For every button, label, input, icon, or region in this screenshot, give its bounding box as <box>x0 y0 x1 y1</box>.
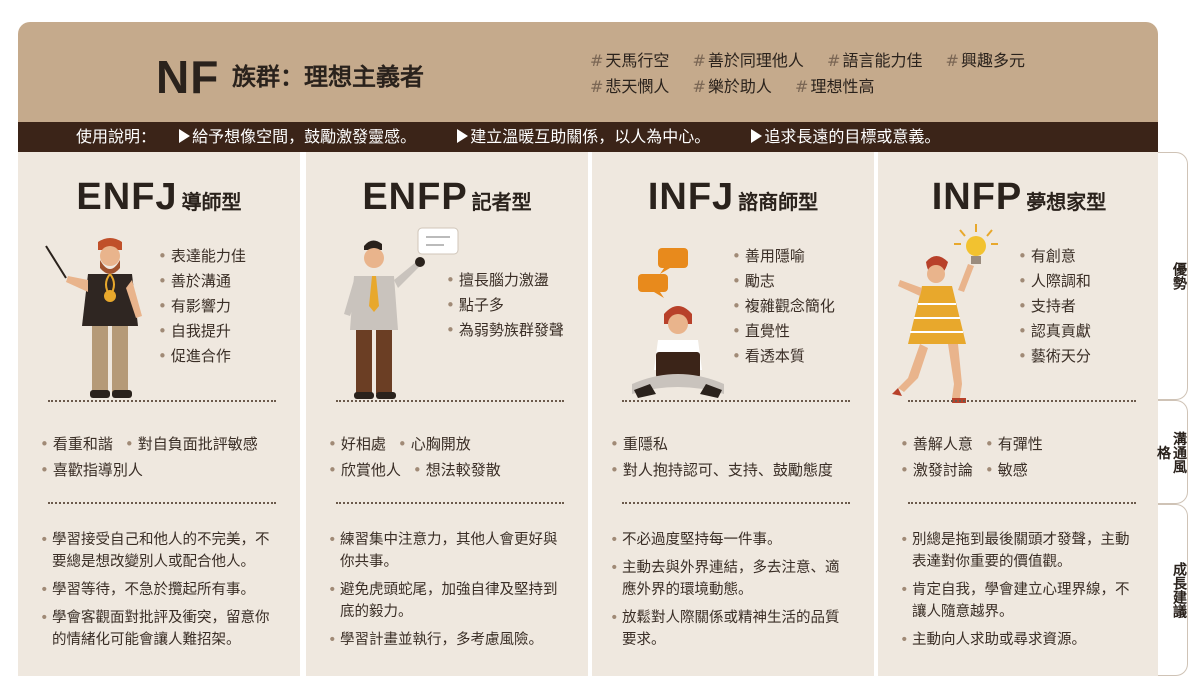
triangle-icon <box>457 129 469 143</box>
divider <box>336 502 564 504</box>
communication-item: 對自負面批評敏感 <box>125 431 258 457</box>
growth-item: 學習等待，不急於攬起所有事。 <box>40 579 280 601</box>
header-banner: NF 族群：理想主義者 # 天馬行空 # 善於同理他人 # 語言能力佳 # 興趣多元 #… <box>18 22 1158 122</box>
divider <box>622 400 850 402</box>
strength-list: 善用隱喻 勵志 複雜觀念簡化 直覺性 看透本質 <box>732 244 835 369</box>
strength-item: 有創意 <box>1018 244 1091 269</box>
communication-item: 想法較發散 <box>413 457 501 483</box>
side-label-strengths: 優勢 <box>1158 152 1188 400</box>
usage-item: 給予想像空間，鼓勵激發靈感。 <box>179 127 434 146</box>
trait-tag: # 天馬行空 <box>590 51 670 70</box>
communication-item: 對人抱持認可、支持、鼓勵態度 <box>610 457 833 483</box>
communication-item: 善解人意 <box>900 431 973 457</box>
strength-item: 直覺性 <box>732 319 835 344</box>
growth-item: 學習計畫並執行，多考慮風險。 <box>328 629 568 651</box>
communication-list: 好相處心胸開放欣賞他人想法較發散 <box>328 431 566 483</box>
trait-tag: # 語言能力佳 <box>827 51 923 70</box>
growth-list: 不必過度堅持每一件事。 主動去與外界連結，多去注意、適應外界的環境動態。 放鬆對… <box>610 529 850 657</box>
growth-item: 練習集中注意力，其他人會更好與你共事。 <box>328 529 568 573</box>
communication-item: 有彈性 <box>985 431 1043 457</box>
divider <box>622 502 850 504</box>
type-title: INFJ 諮商師型 <box>647 176 819 218</box>
usage-item: 建立溫暖互助關係，以人為中心。 <box>457 127 728 146</box>
strength-item: 表達能力佳 <box>158 244 246 269</box>
growth-item: 主動向人求助或尋求資源。 <box>900 629 1140 651</box>
communication-item: 敏感 <box>985 457 1028 483</box>
communication-item: 心胸開放 <box>398 431 471 457</box>
usage-item: 追求長遠的目標或意義。 <box>751 127 958 146</box>
divider <box>48 502 276 504</box>
strength-item: 擅長腦力激盪 <box>446 268 564 293</box>
side-label-growth: 成長建議 <box>1158 504 1188 676</box>
dreamer-illustration <box>892 224 998 403</box>
growth-item: 放鬆對人際關係或精神生活的品質要求。 <box>610 607 850 651</box>
strength-item: 人際調和 <box>1018 269 1091 294</box>
strength-item: 促進合作 <box>158 344 246 369</box>
strength-item: 自我提升 <box>158 319 246 344</box>
type-title: INFP 夢想家型 <box>931 176 1107 218</box>
trait-tag: # 善於同理他人 <box>692 51 804 70</box>
strength-item: 善於溝通 <box>158 269 246 294</box>
trait-tag: # 悲天憫人 <box>590 77 670 96</box>
communication-list: 重隱私對人抱持認可、支持、鼓勵態度 <box>610 431 848 483</box>
usage-bar: 使用說明： 給予想像空間，鼓勵激發靈感。 建立溫暖互助關係，以人為中心。 追求長… <box>18 122 1158 152</box>
communication-list: 看重和諧對自負面批評敏感喜歡指導別人 <box>40 431 278 483</box>
communication-list: 善解人意有彈性激發討論敏感 <box>900 431 1138 483</box>
growth-item: 別總是拖到最後關頭才發聲，主動表達對你重要的價值觀。 <box>900 529 1140 573</box>
communication-item: 看重和諧 <box>40 431 113 457</box>
divider <box>336 400 564 402</box>
strength-item: 認真貢獻 <box>1018 319 1091 344</box>
strength-item: 為弱勢族群發聲 <box>446 318 564 343</box>
group-subtitle: 族群：理想主義者 <box>232 63 424 91</box>
communication-item: 重隱私 <box>610 431 668 457</box>
communication-item: 激發討論 <box>900 457 973 483</box>
trait-tag: # 樂於助人 <box>692 77 772 96</box>
strength-item: 有影響力 <box>158 294 246 319</box>
communication-item: 欣賞他人 <box>328 457 401 483</box>
type-title: ENFJ 導師型 <box>76 176 242 218</box>
growth-item: 學習接受自己和他人的不完美，不要總是想改變別人或配合他人。 <box>40 529 280 573</box>
strength-item: 複雜觀念簡化 <box>732 294 835 319</box>
trait-tag: # 理想性高 <box>795 77 875 96</box>
divider <box>908 400 1136 402</box>
strength-list: 有創意 人際調和 支持者 認真貢獻 藝術天分 <box>1018 244 1091 369</box>
trait-tag: # 興趣多元 <box>945 51 1025 70</box>
strength-item: 看透本質 <box>732 344 835 369</box>
growth-item: 避免虎頭蛇尾，加強自律及堅持到底的毅力。 <box>328 579 568 623</box>
side-label-communication: 溝通風格 <box>1155 400 1188 504</box>
teacher-illustration <box>45 238 142 398</box>
growth-list: 練習集中注意力，其他人會更好與你共事。 避免虎頭蛇尾，加強自律及堅持到底的毅力。… <box>328 529 568 657</box>
divider <box>48 400 276 402</box>
strength-item: 善用隱喻 <box>732 244 835 269</box>
type-title: ENFP 記者型 <box>362 176 532 218</box>
growth-list: 學習接受自己和他人的不完美，不要總是想改變別人或配合他人。 學習等待，不急於攬起… <box>40 529 280 657</box>
growth-item: 學會客觀面對批評及衝突，留意你的情緒化可能會讓人難招架。 <box>40 607 280 651</box>
strength-item: 藝術天分 <box>1018 344 1091 369</box>
reporter-illustration <box>344 227 459 399</box>
usage-label: 使用說明： <box>76 127 157 146</box>
strength-list: 表達能力佳 善於溝通 有影響力 自我提升 促進合作 <box>158 244 246 369</box>
divider <box>908 502 1136 504</box>
growth-item: 不必過度堅持每一件事。 <box>610 529 850 551</box>
growth-item: 主動去與外界連結，多去注意、適應外界的環境動態。 <box>610 557 850 601</box>
growth-item: 肯定自我，學會建立心理界線，不讓人隨意越界。 <box>900 579 1140 623</box>
strength-item: 支持者 <box>1018 294 1091 319</box>
triangle-icon <box>179 129 191 143</box>
triangle-icon <box>751 129 763 143</box>
strength-item: 點子多 <box>446 293 564 318</box>
strength-item: 勵志 <box>732 269 835 294</box>
communication-item: 喜歡指導別人 <box>40 457 143 483</box>
communication-item: 好相處 <box>328 431 386 457</box>
growth-list: 別總是拖到最後關頭才發聲，主動表達對你重要的價值觀。 肯定自我，學會建立心理界線… <box>900 529 1140 657</box>
strength-list: 擅長腦力激盪 點子多 為弱勢族群發聲 <box>446 268 564 343</box>
group-code: NF <box>156 51 220 103</box>
counselor-illustration <box>632 248 724 398</box>
trait-tags: # 天馬行空 # 善於同理他人 # 語言能力佳 # 興趣多元 # 悲天憫人 # 樂於助人 #… <box>590 48 1110 100</box>
